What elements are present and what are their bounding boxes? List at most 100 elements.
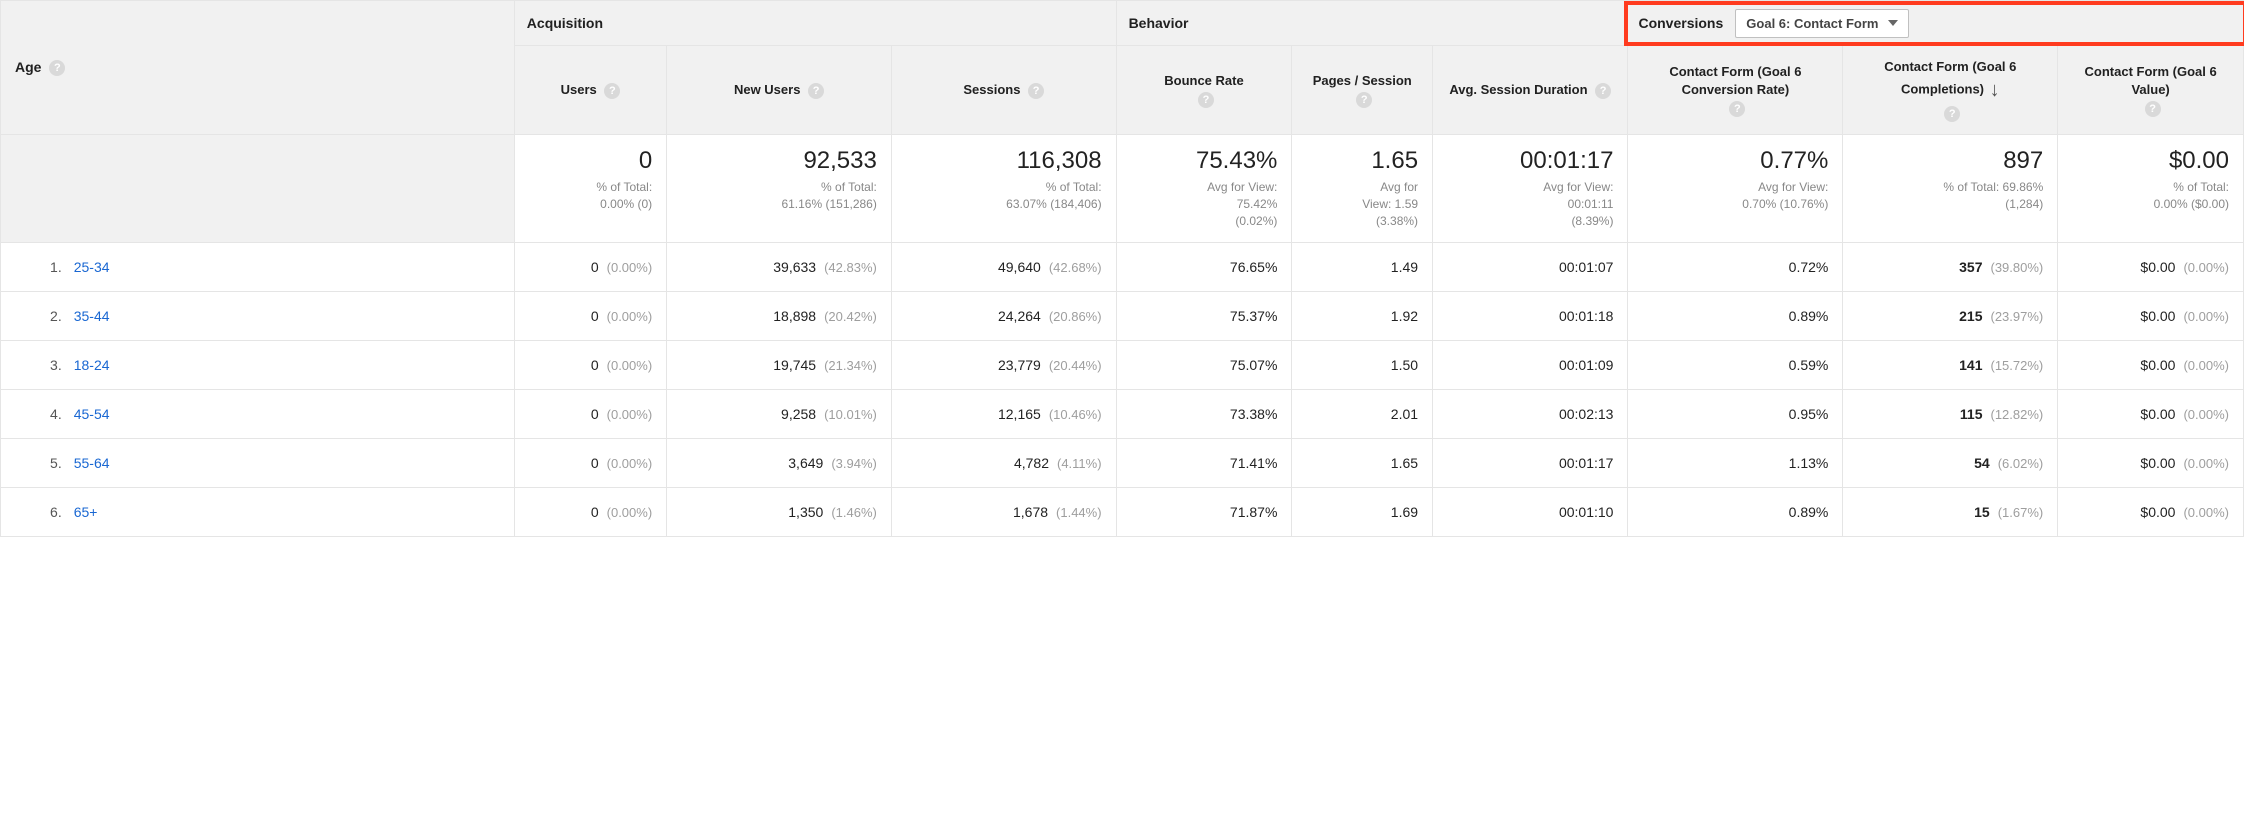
cell-value: $0.00(0.00%) — [2058, 389, 2244, 438]
summary-bounce-sub1: Avg for View: — [1207, 180, 1277, 194]
summary-ps-big: 1.65 — [1306, 147, 1418, 175]
bounce-rate-value: 71.87% — [1230, 504, 1277, 520]
summary-val-big: $0.00 — [2072, 147, 2229, 175]
goal-select-dropdown[interactable]: Goal 6: Contact Form — [1735, 9, 1909, 38]
col-value[interactable]: Contact Form (Goal 6 Value) ? — [2058, 46, 2244, 135]
dimension-link[interactable]: 25-34 — [74, 259, 110, 275]
help-icon[interactable]: ? — [1944, 106, 1960, 122]
help-icon[interactable]: ? — [1356, 92, 1372, 108]
group-conversions: Conversions Goal 6: Contact Form — [1628, 1, 2244, 46]
help-icon[interactable]: ? — [1595, 83, 1611, 99]
value-value: $0.00 — [2140, 308, 2175, 324]
completions-pct: (1.67%) — [1998, 505, 2044, 520]
cell-new-users: 18,898(20.42%) — [667, 291, 892, 340]
value-pct: (0.00%) — [2183, 260, 2229, 275]
users-value: 0 — [591, 455, 599, 471]
help-icon[interactable]: ? — [1198, 92, 1214, 108]
new-users-pct: (10.01%) — [824, 407, 877, 422]
cell-users: 0(0.00%) — [514, 438, 666, 487]
summary-bounce-big: 75.43% — [1131, 147, 1278, 175]
summary-avg-session: 00:01:17 Avg for View: 00:01:11 (8.39%) — [1433, 135, 1628, 242]
group-conversions-label: Conversions — [1638, 15, 1723, 31]
cell-new-users: 3,649(3.94%) — [667, 438, 892, 487]
dimension-link[interactable]: 65+ — [74, 504, 98, 520]
analytics-table: Age ? Acquisition Behavior Conversions G… — [0, 0, 2244, 537]
group-behavior: Behavior — [1116, 1, 1628, 46]
row-select-cell[interactable] — [1, 291, 21, 340]
summary-comp-big: 897 — [1857, 147, 2043, 175]
cell-users: 0 (0.00%) — [514, 242, 666, 291]
dimension-header[interactable]: Age ? — [1, 1, 515, 135]
new-users-pct: (21.34%) — [824, 358, 877, 373]
help-icon[interactable]: ? — [2145, 101, 2161, 117]
col-conv-rate[interactable]: Contact Form (Goal 6 Conversion Rate) ? — [1628, 46, 1843, 135]
dimension-link[interactable]: 35-44 — [74, 308, 110, 324]
row-select-cell[interactable] — [1, 487, 21, 536]
col-bounce-rate[interactable]: Bounce Rate ? — [1116, 46, 1292, 135]
summary-cr-sub1: Avg for View: — [1758, 180, 1828, 194]
dimension-link[interactable]: 45-54 — [74, 406, 110, 422]
col-sessions[interactable]: Sessions ? — [891, 46, 1116, 135]
value-value: $0.00 — [2140, 455, 2175, 471]
completions-value: 15 — [1974, 504, 1990, 520]
summary-sessions: 116,308 % of Total: 63.07% (184,406) — [891, 135, 1116, 242]
col-value-label: Contact Form (Goal 6 Value) — [2085, 64, 2217, 97]
table-row: 4.45-540(0.00%)9,258(10.01%)12,165(10.46… — [1, 389, 2244, 438]
new-users-value: 18,898 — [773, 308, 816, 324]
value-pct: (0.00%) — [2183, 505, 2229, 520]
summary-val-sub1: % of Total: — [2173, 180, 2229, 194]
avg-session-value: 00:01:17 — [1559, 455, 1614, 471]
pages-session-value: 1.92 — [1391, 308, 1418, 324]
conv-rate-value: 1.13% — [1789, 455, 1829, 471]
users-value: 0 — [591, 259, 599, 275]
help-icon[interactable]: ? — [49, 60, 65, 76]
summary-bounce-rate: 75.43% Avg for View: 75.42% (0.02%) — [1116, 135, 1292, 242]
bounce-rate-value: 75.07% — [1230, 357, 1277, 373]
cell-new-users: 39,633(42.83%) — [667, 242, 892, 291]
dimension-cell: 1.25-34 — [20, 242, 514, 291]
help-icon[interactable]: ? — [1028, 83, 1044, 99]
cell-avg-session: 00:01:09 — [1433, 340, 1628, 389]
goal-select-label: Goal 6: Contact Form — [1746, 16, 1878, 31]
col-users[interactable]: Users ? — [514, 46, 666, 135]
col-completions[interactable]: Contact Form (Goal 6 Completions) ↓ ? — [1843, 46, 2058, 135]
cell-bounce-rate: 71.87% — [1116, 487, 1292, 536]
col-avg-session-label: Avg. Session Duration — [1449, 82, 1587, 97]
cell-value: $0.00(0.00%) — [2058, 291, 2244, 340]
cell-completions: 141(15.72%) — [1843, 340, 2058, 389]
sessions-pct: (20.86%) — [1049, 309, 1102, 324]
sessions-pct: (42.68%) — [1049, 260, 1102, 275]
cell-bounce-rate: 71.41% — [1116, 438, 1292, 487]
col-pages-session[interactable]: Pages / Session ? — [1292, 46, 1433, 135]
dimension-cell: 3. 18-24 — [20, 340, 514, 389]
row-select-cell[interactable] — [1, 389, 21, 438]
row-select-cell[interactable] — [1, 340, 21, 389]
help-icon[interactable]: ? — [808, 83, 824, 99]
dimension-cell: 4.45-54 — [20, 389, 514, 438]
dimension-link[interactable]: 18-24 — [74, 357, 110, 373]
table-row: 1.25-340(0.00%)39,633(42.83%)49,640(42.6… — [1, 242, 2244, 291]
row-index: 3. — [50, 357, 62, 373]
summary-ps-sub2: View: 1.59 — [1362, 197, 1418, 211]
summary-users-sub2: 0.00% (0) — [600, 197, 652, 211]
help-icon[interactable]: ? — [1729, 101, 1745, 117]
users-value: 0 — [591, 504, 599, 520]
dimension-link[interactable]: 55-64 — [74, 455, 110, 471]
row-select-cell[interactable] — [1, 242, 21, 291]
table-row: 3.18-240(0.00%)19,745(21.34%)23,779(20.4… — [1, 340, 2244, 389]
cell-bounce-rate: 75.07% — [1116, 340, 1292, 389]
summary-avg-sub3: (8.39%) — [1571, 214, 1613, 228]
users-pct: (0.00%) — [607, 260, 653, 275]
help-icon[interactable]: ? — [604, 83, 620, 99]
col-bounce-rate-label: Bounce Rate — [1164, 73, 1243, 88]
summary-users: 0 % of Total: 0.00% (0) — [514, 135, 666, 242]
chevron-down-icon — [1888, 20, 1898, 26]
cell-value: $0.00(0.00%) — [2058, 242, 2244, 291]
value-value: $0.00 — [2140, 406, 2175, 422]
row-select-cell[interactable] — [1, 438, 21, 487]
users-pct: (0.00%) — [607, 358, 653, 373]
col-avg-session[interactable]: Avg. Session Duration ? — [1433, 46, 1628, 135]
col-new-users[interactable]: New Users ? — [667, 46, 892, 135]
cell-conv-rate: 1.13% — [1628, 438, 1843, 487]
completions-pct: (12.82%) — [1991, 407, 2044, 422]
